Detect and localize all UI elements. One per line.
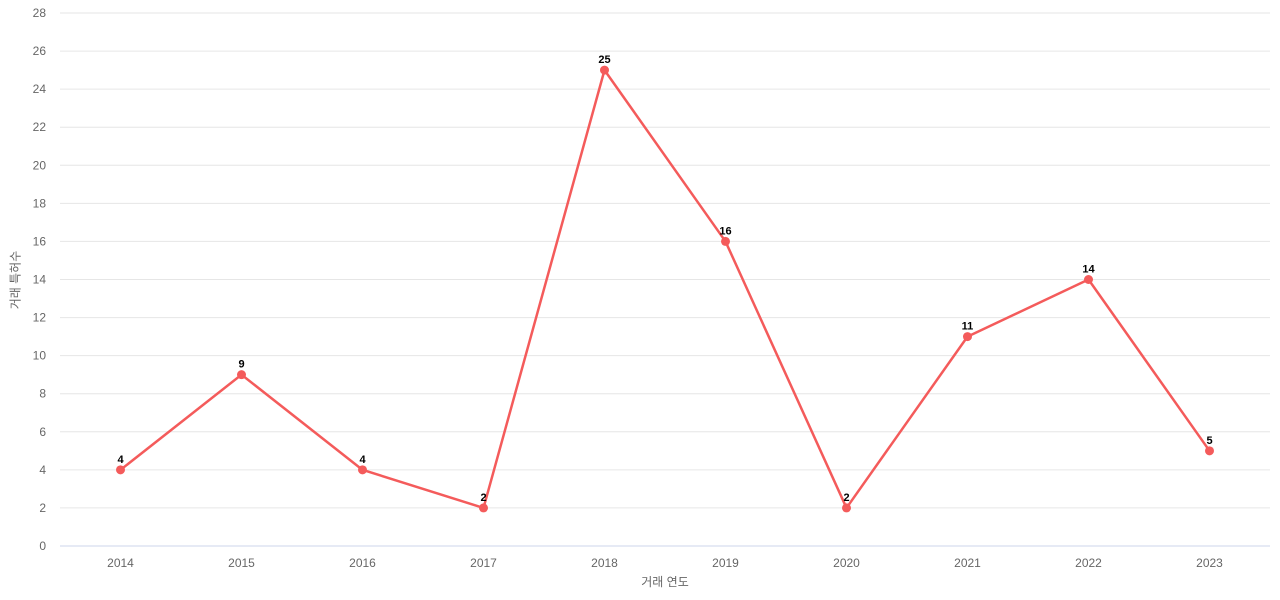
data-point-2020[interactable]: [842, 503, 851, 513]
series-line: [119, 68, 1211, 510]
data-point-2019[interactable]: [721, 236, 730, 246]
data-label: 9: [238, 359, 244, 371]
x-axis-tick-label: 2018: [591, 556, 618, 570]
y-axis-tick-label: 28: [33, 6, 47, 20]
x-axis-tick-label: 2015: [228, 556, 255, 570]
y-axis-tick-label: 6: [39, 425, 46, 439]
y-axis-tick-label: 8: [39, 387, 46, 401]
data-label: 25: [598, 54, 610, 66]
y-axis-tick-label: 18: [33, 196, 47, 210]
data-label: 11: [962, 321, 974, 333]
data-point-2021[interactable]: [963, 332, 972, 342]
data-point-2015[interactable]: [237, 370, 246, 380]
data-label: 5: [1206, 435, 1212, 447]
x-axis-tick-label: 2017: [470, 556, 497, 570]
x-axis-tick-label: 2022: [1075, 556, 1102, 570]
y-axis-tick-label: 2: [39, 501, 46, 515]
data-point-2014[interactable]: [116, 465, 125, 475]
x-axis-title: 거래 연도: [641, 575, 689, 589]
y-axis-tick-label: 4: [39, 463, 46, 477]
data-label: 2: [480, 492, 486, 504]
y-axis-tick-label: 24: [33, 82, 47, 96]
data-label: 14: [1082, 264, 1095, 276]
x-axis-tick-label: 2020: [833, 556, 860, 570]
x-axis-tick-label: 2019: [712, 556, 739, 570]
y-axis-tick-label: 22: [33, 120, 47, 134]
data-point-2018[interactable]: [600, 65, 609, 75]
y-axis-tick-label: 14: [33, 273, 47, 287]
data-point-2022[interactable]: [1084, 275, 1093, 284]
y-axis-tick-label: 10: [33, 349, 47, 363]
x-axis-tick-label: 2023: [1196, 556, 1223, 570]
data-point-2023[interactable]: [1205, 446, 1214, 456]
x-axis-tick-label: 2021: [954, 556, 981, 570]
data-point-2016[interactable]: [358, 465, 367, 475]
y-axis-tick-label: 16: [33, 234, 47, 248]
x-axis-tick-label: 2016: [349, 556, 376, 570]
y-axis-tick-label: 0: [39, 539, 46, 553]
x-axis-tick-label: 2014: [107, 556, 134, 570]
data-label: 2: [843, 492, 849, 504]
data-label: 16: [719, 225, 731, 237]
data-label: 4: [359, 454, 366, 466]
y-axis-tick-label: 26: [33, 44, 47, 58]
y-axis-tick-label: 20: [33, 158, 47, 172]
y-axis-tick-label: 12: [33, 311, 47, 325]
y-axis-title: 거래 특허수: [8, 250, 23, 310]
data-label: 4: [117, 454, 124, 466]
data-point-2017[interactable]: [479, 503, 488, 513]
